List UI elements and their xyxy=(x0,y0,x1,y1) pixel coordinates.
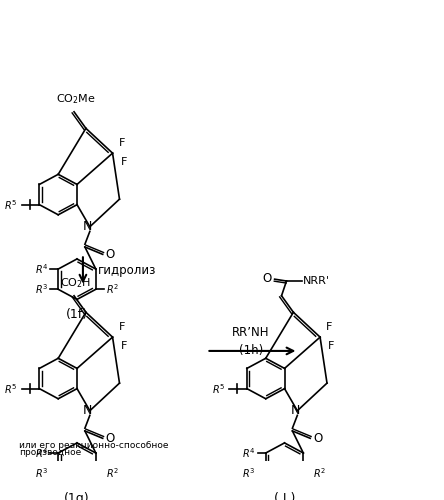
Text: $R^2$: $R^2$ xyxy=(313,466,326,480)
Text: или его реакционно-способное: или его реакционно-способное xyxy=(19,441,168,450)
Text: (1h): (1h) xyxy=(239,344,263,358)
Text: $R^4$: $R^4$ xyxy=(242,446,256,460)
Text: (1g): (1g) xyxy=(64,492,90,500)
Text: F: F xyxy=(120,157,127,167)
Text: F: F xyxy=(328,341,334,351)
Text: $R^3$: $R^3$ xyxy=(35,466,48,480)
Text: $R^5$: $R^5$ xyxy=(212,382,225,396)
Text: (1f): (1f) xyxy=(66,308,88,320)
Text: N: N xyxy=(83,404,92,417)
Text: производное: производное xyxy=(19,448,81,458)
Text: CO$_2$Me: CO$_2$Me xyxy=(56,92,96,106)
Text: F: F xyxy=(326,322,333,332)
Text: $R^2$: $R^2$ xyxy=(106,282,119,296)
Text: $R^4$: $R^4$ xyxy=(35,446,48,460)
Text: $R^3$: $R^3$ xyxy=(35,282,48,296)
Text: N: N xyxy=(83,220,92,234)
Text: $R^4$: $R^4$ xyxy=(35,262,48,276)
Text: O: O xyxy=(313,432,322,445)
Text: $R^3$: $R^3$ xyxy=(242,466,256,480)
Text: N: N xyxy=(291,404,300,417)
Text: ( I ): ( I ) xyxy=(274,492,295,500)
Text: гидролиз: гидролиз xyxy=(98,264,156,278)
Text: $R^5$: $R^5$ xyxy=(4,198,18,211)
Text: $R^2$: $R^2$ xyxy=(106,466,119,480)
Text: NRR': NRR' xyxy=(303,276,330,286)
Text: F: F xyxy=(119,138,125,147)
Text: O: O xyxy=(106,248,115,261)
Text: F: F xyxy=(119,322,125,332)
Text: O: O xyxy=(262,272,272,285)
Text: $R^5$: $R^5$ xyxy=(4,382,18,396)
Text: CO$_2$H: CO$_2$H xyxy=(60,276,91,290)
Text: O: O xyxy=(106,432,115,445)
Text: F: F xyxy=(120,341,127,351)
Text: RR’NH: RR’NH xyxy=(232,326,270,339)
